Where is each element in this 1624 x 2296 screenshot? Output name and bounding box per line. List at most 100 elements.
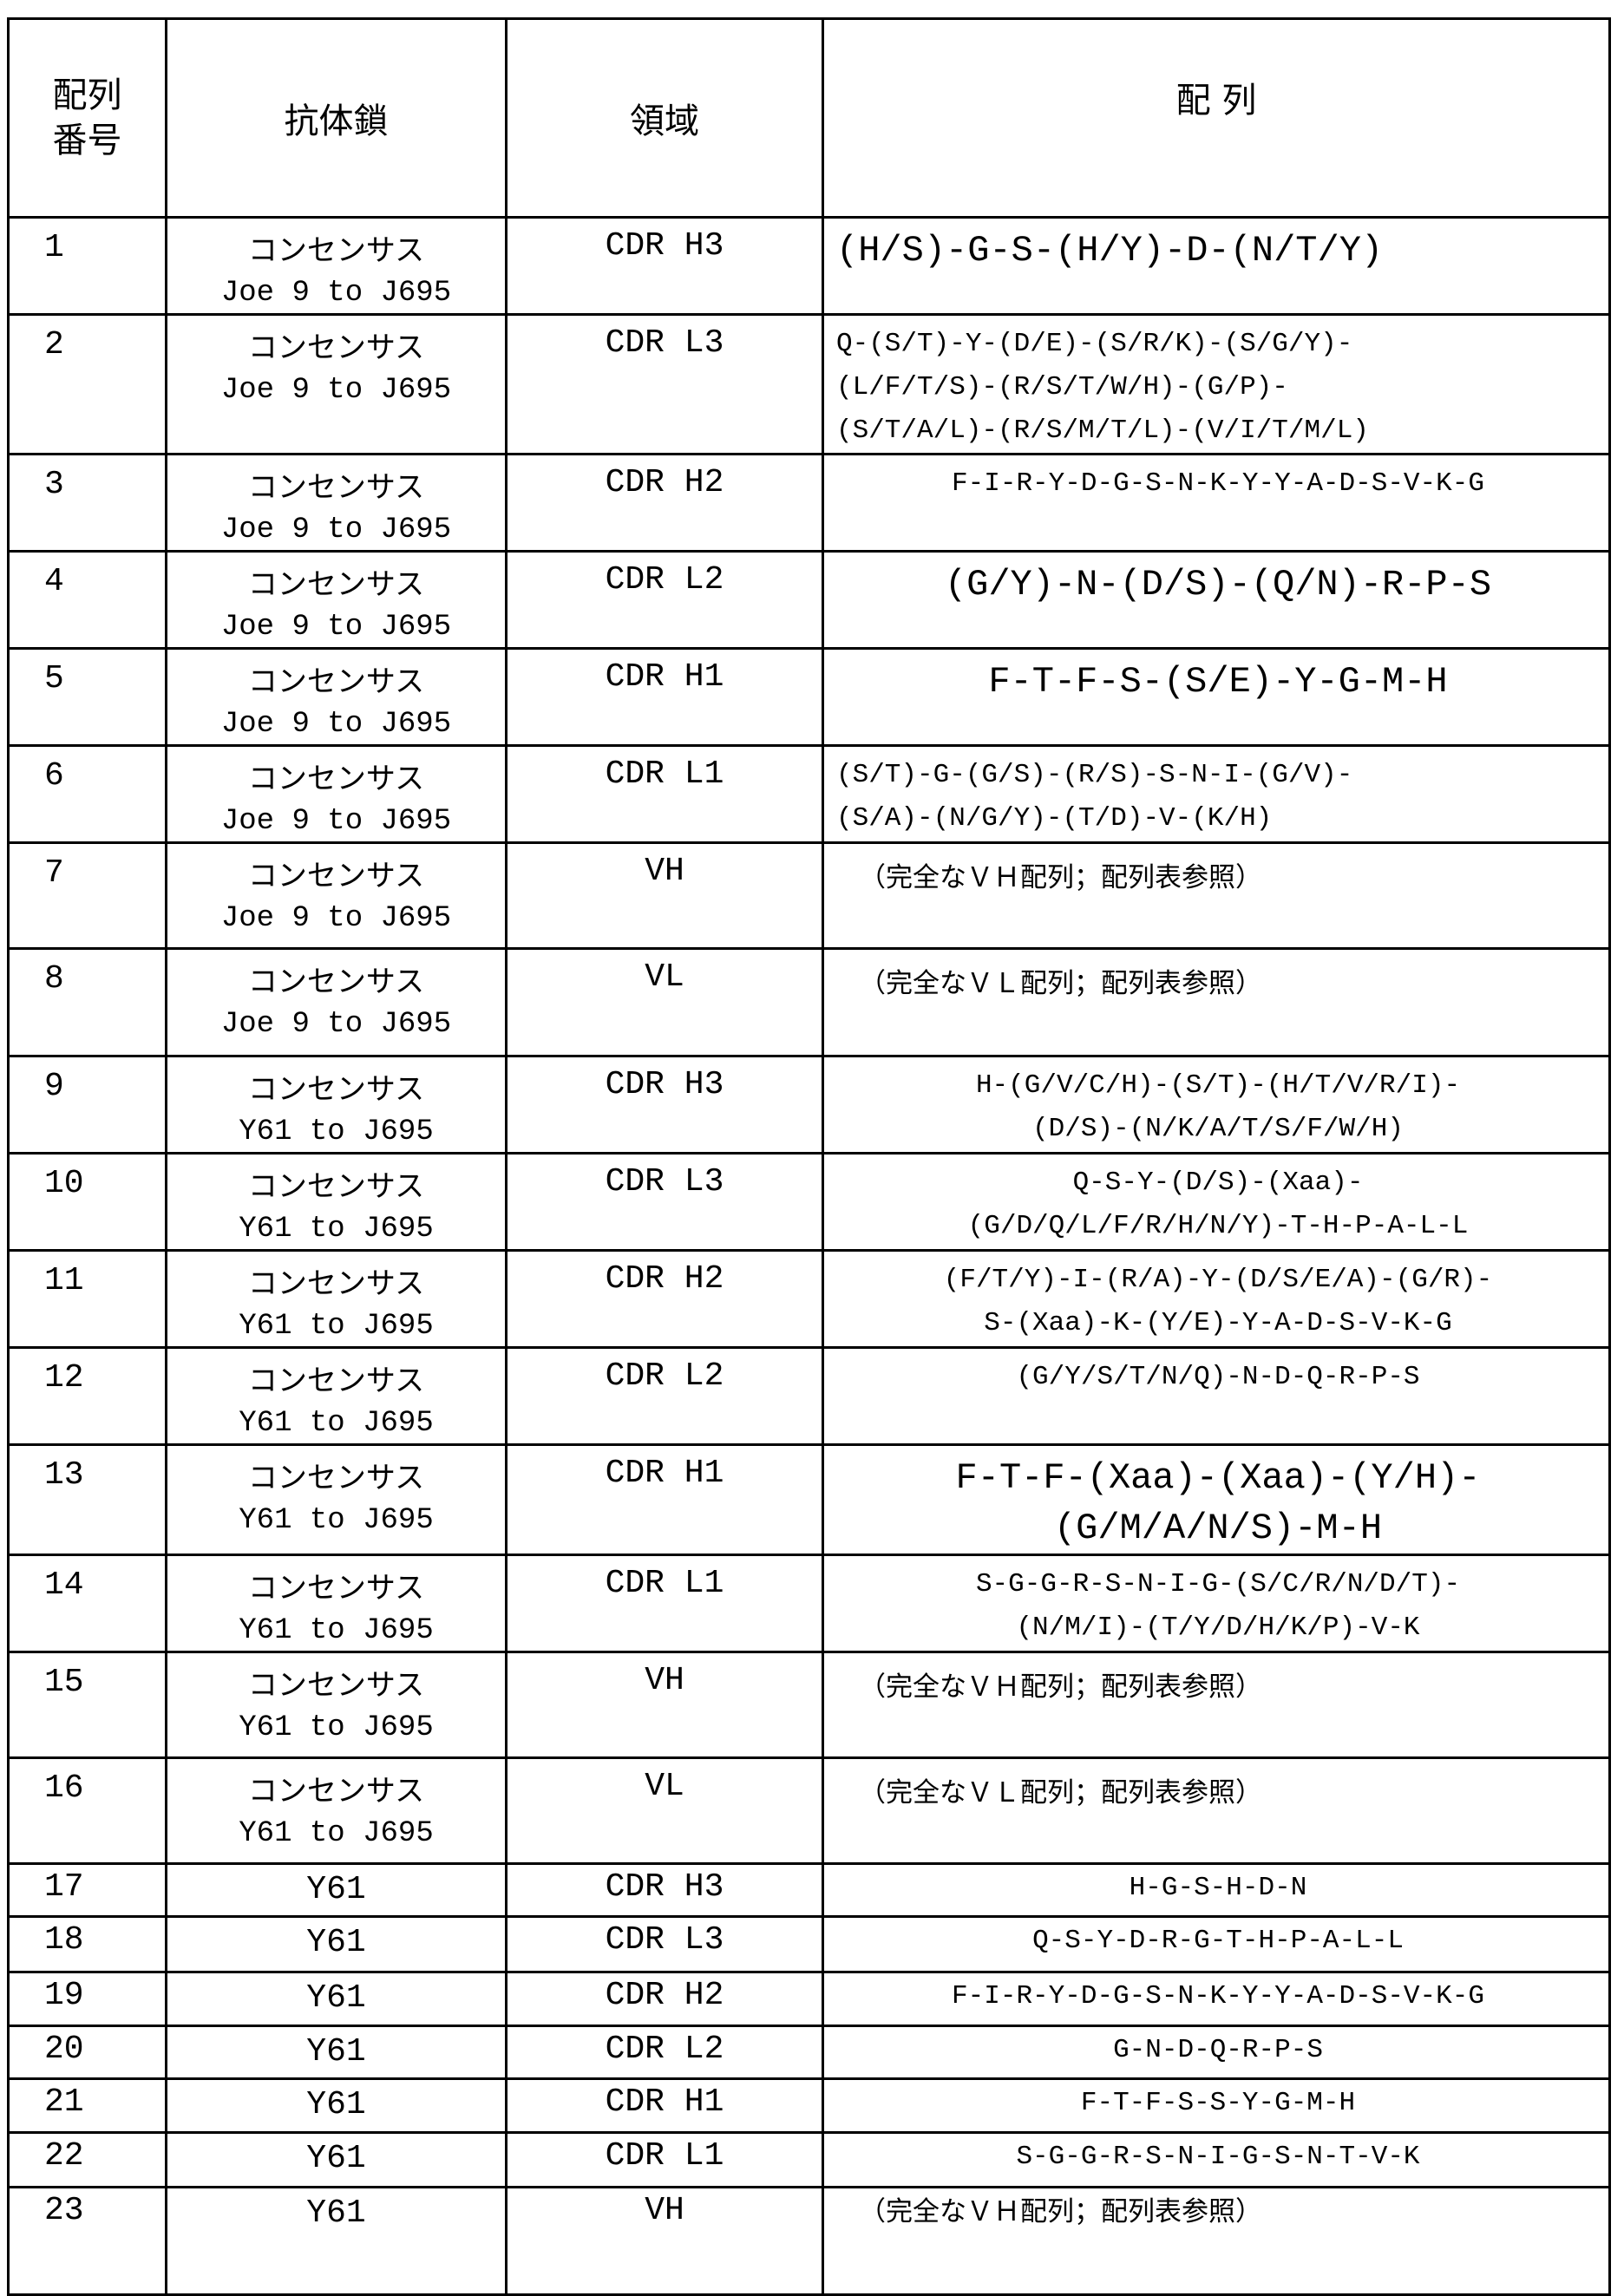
chain-range: Joe 9 to J695 <box>221 708 451 741</box>
region: CDR H3 <box>507 1056 823 1154</box>
antibody-chain: コンセンサスY61 to J695 <box>167 1758 507 1864</box>
chain-range: Joe 9 to J695 <box>221 805 451 838</box>
table-row: 11 コンセンサスY61 to J695 CDR H2 (F/T/Y)-I-(R… <box>9 1251 1610 1348</box>
region: VH <box>507 1652 823 1758</box>
region: CDR L2 <box>507 2026 823 2079</box>
chain-name: Y61 <box>306 2195 365 2232</box>
antibody-chain: コンセンサス Joe 9 to J695 <box>167 649 507 746</box>
table-row: 14 コンセンサスY61 to J695 CDR L1 S-G-G-R-S-N-… <box>9 1555 1610 1652</box>
header-region: 領域 <box>507 19 823 218</box>
table-row: 13 コンセンサスY61 to J695 CDR H1 F-T-F-(Xaa)-… <box>9 1445 1610 1555</box>
chain-name: Y61 <box>306 1979 365 2017</box>
seq-number: 6 <box>9 746 167 843</box>
antibody-chain: Y61 <box>167 1864 507 1917</box>
antibody-chain: コンセンサスJoe 9 to J695 <box>167 455 507 552</box>
seq-number: 5 <box>9 649 167 746</box>
region: CDR H2 <box>507 1251 823 1348</box>
seq-number: 8 <box>9 949 167 1056</box>
antibody-chain: Y61 <box>167 1917 507 1972</box>
table-row: 2 コンセンサスJoe 9 to J695 CDR L3 Q-(S/T)-Y-(… <box>9 315 1610 455</box>
antibody-chain: コンセンサスJoe 9 to J695 <box>167 552 507 649</box>
region: CDR L2 <box>507 552 823 649</box>
region: CDR H1 <box>507 2079 823 2133</box>
sequence: S-G-G-R-S-N-I-G-S-N-T-V-K <box>823 2133 1610 2188</box>
sequence: F-T-F-(Xaa)-(Xaa)-(Y/H)- (G/M/A/N/S)-M-H <box>823 1445 1610 1555</box>
header-seq-no: 配列 番号 <box>9 19 167 218</box>
sequence: （完全なＶＨ配列；配列表参照） <box>823 1652 1610 1758</box>
chain-name: コンセンサス <box>248 859 424 893</box>
sequence: H-(G/V/C/H)-(S/T)-(H/T/V/R/I)- (D/S)-(N/… <box>823 1056 1610 1154</box>
chain-name: コンセンサス <box>248 470 424 505</box>
region: VH <box>507 843 823 949</box>
sequence: Q-S-Y-D-R-G-T-H-P-A-L-L <box>823 1917 1610 1972</box>
sequence: （完全なＶＨ配列；配列表参照） <box>823 843 1610 949</box>
sequence: Q-(S/T)-Y-(D/E)-(S/R/K)-(S/G/Y)- (L/F/T/… <box>823 315 1610 455</box>
table-row: 21 Y61 CDR H1 F-T-F-S-S-Y-G-M-H <box>9 2079 1610 2133</box>
table-row: 8 コンセンサスJoe 9 to J695 VL （完全なＶＬ配列；配列表参照） <box>9 949 1610 1056</box>
antibody-chain: Y61 <box>167 2079 507 2133</box>
sequence: (G/Y/S/T/N/Q)-N-D-Q-R-P-S <box>823 1348 1610 1445</box>
sequence-table: 配列 番号 抗体鎖 領域 配 列 1 コンセンサスJoe 9 to J695 C… <box>7 17 1611 2296</box>
sequence: H-G-S-H-D-N <box>823 1864 1610 1917</box>
table-row: 5 コンセンサスJoe 9 to J695 CDR H1 F-T-F-S-(S/… <box>9 649 1610 746</box>
region: CDR L1 <box>507 2133 823 2188</box>
region: VH <box>507 2188 823 2295</box>
sequence: （完全なＶＬ配列；配列表参照） <box>823 949 1610 1056</box>
chain-range: Joe 9 to J695 <box>221 1008 451 1041</box>
antibody-chain: コンセンサス Joe 9 to J695 <box>167 949 507 1056</box>
chain-name: コンセンサス <box>248 664 424 699</box>
seq-number: 4 <box>9 552 167 649</box>
table-row: 22 Y61 CDR L1 S-G-G-R-S-N-I-G-S-N-T-V-K <box>9 2133 1610 2188</box>
chain-range: Y61 to J695 <box>239 1213 433 1246</box>
region: CDR L1 <box>507 746 823 843</box>
chain-name: Y61 <box>306 2086 365 2123</box>
sequence: F-I-R-Y-D-G-S-N-K-Y-Y-A-D-S-V-K-G <box>823 1972 1610 2026</box>
table-row: 9 コンセンサスY61 to J695 CDR H3 H-(G/V/C/H)-(… <box>9 1056 1610 1154</box>
chain-name: コンセンサス <box>248 1072 424 1107</box>
region: CDR H1 <box>507 1445 823 1555</box>
seq-number: 2 <box>9 315 167 455</box>
seq-number: 1 <box>9 218 167 315</box>
chain-range: Y61 to J695 <box>239 1711 433 1744</box>
antibody-chain: コンセンサスY61 to J695 <box>167 1348 507 1445</box>
antibody-chain: コンセンサス Y61 to J695 <box>167 1154 507 1251</box>
antibody-chain: コンセンサスY61 to J695 <box>167 1056 507 1154</box>
table-row: 7 コンセンサスJoe 9 to J695 VH （完全なＶＨ配列；配列表参照） <box>9 843 1610 949</box>
seq-number: 12 <box>9 1348 167 1445</box>
chain-range: Joe 9 to J695 <box>221 374 451 407</box>
antibody-chain: コンセンサスY61 to J695 <box>167 1652 507 1758</box>
chain-range: Y61 to J695 <box>239 1817 433 1850</box>
antibody-chain: Y61 <box>167 2188 507 2295</box>
table-row: 10 コンセンサスY61 to J695 CDR L3 Q-S-Y-(D/S)-… <box>9 1154 1610 1251</box>
chain-name: Y61 <box>306 1871 365 1908</box>
seq-number: 19 <box>9 1972 167 2026</box>
region: CDR L1 <box>507 1555 823 1652</box>
antibody-chain: コンセンサスJoe 9 to J695 <box>167 218 507 315</box>
chain-name: Y61 <box>306 1924 365 1961</box>
chain-range: Joe 9 to J695 <box>221 611 451 644</box>
chain-name: コンセンサス <box>248 1571 424 1606</box>
sequence: S-G-G-R-S-N-I-G-(S/C/R/N/D/T)- (N/M/I)-(… <box>823 1555 1610 1652</box>
antibody-chain: Y61 <box>167 1972 507 2026</box>
sequence: (G/Y)-N-(D/S)-(Q/N)-R-P-S <box>823 552 1610 649</box>
seq-number: 15 <box>9 1652 167 1758</box>
chain-name: コンセンサス <box>248 965 424 999</box>
chain-name: Y61 <box>306 2140 365 2177</box>
chain-name: コンセンサス <box>248 762 424 796</box>
chain-name: コンセンサス <box>248 1364 424 1398</box>
chain-name: コンセンサス <box>248 1169 424 1204</box>
antibody-chain: コンセンサス Y61 to J695 <box>167 1555 507 1652</box>
region: CDR L2 <box>507 1348 823 1445</box>
table-row: 1 コンセンサスJoe 9 to J695 CDR H3 (H/S)-G-S-(… <box>9 218 1610 315</box>
chain-range: Joe 9 to J695 <box>221 277 451 310</box>
table-row: 3 コンセンサスJoe 9 to J695 CDR H2 F-I-R-Y-D-G… <box>9 455 1610 552</box>
table-row: 12 コンセンサスY61 to J695 CDR L2 (G/Y/S/T/N/Q… <box>9 1348 1610 1445</box>
sequence: Q-S-Y-(D/S)-(Xaa)- (G/D/Q/L/F/R/H/N/Y)-T… <box>823 1154 1610 1251</box>
chain-name: コンセンサス <box>248 1266 424 1301</box>
seq-number: 7 <box>9 843 167 949</box>
antibody-chain: Y61 <box>167 2133 507 2188</box>
region: CDR L3 <box>507 1917 823 1972</box>
seq-number: 11 <box>9 1251 167 1348</box>
chain-range: Y61 to J695 <box>239 1614 433 1647</box>
sequence: （完全なＶＨ配列；配列表参照） <box>823 2188 1610 2295</box>
